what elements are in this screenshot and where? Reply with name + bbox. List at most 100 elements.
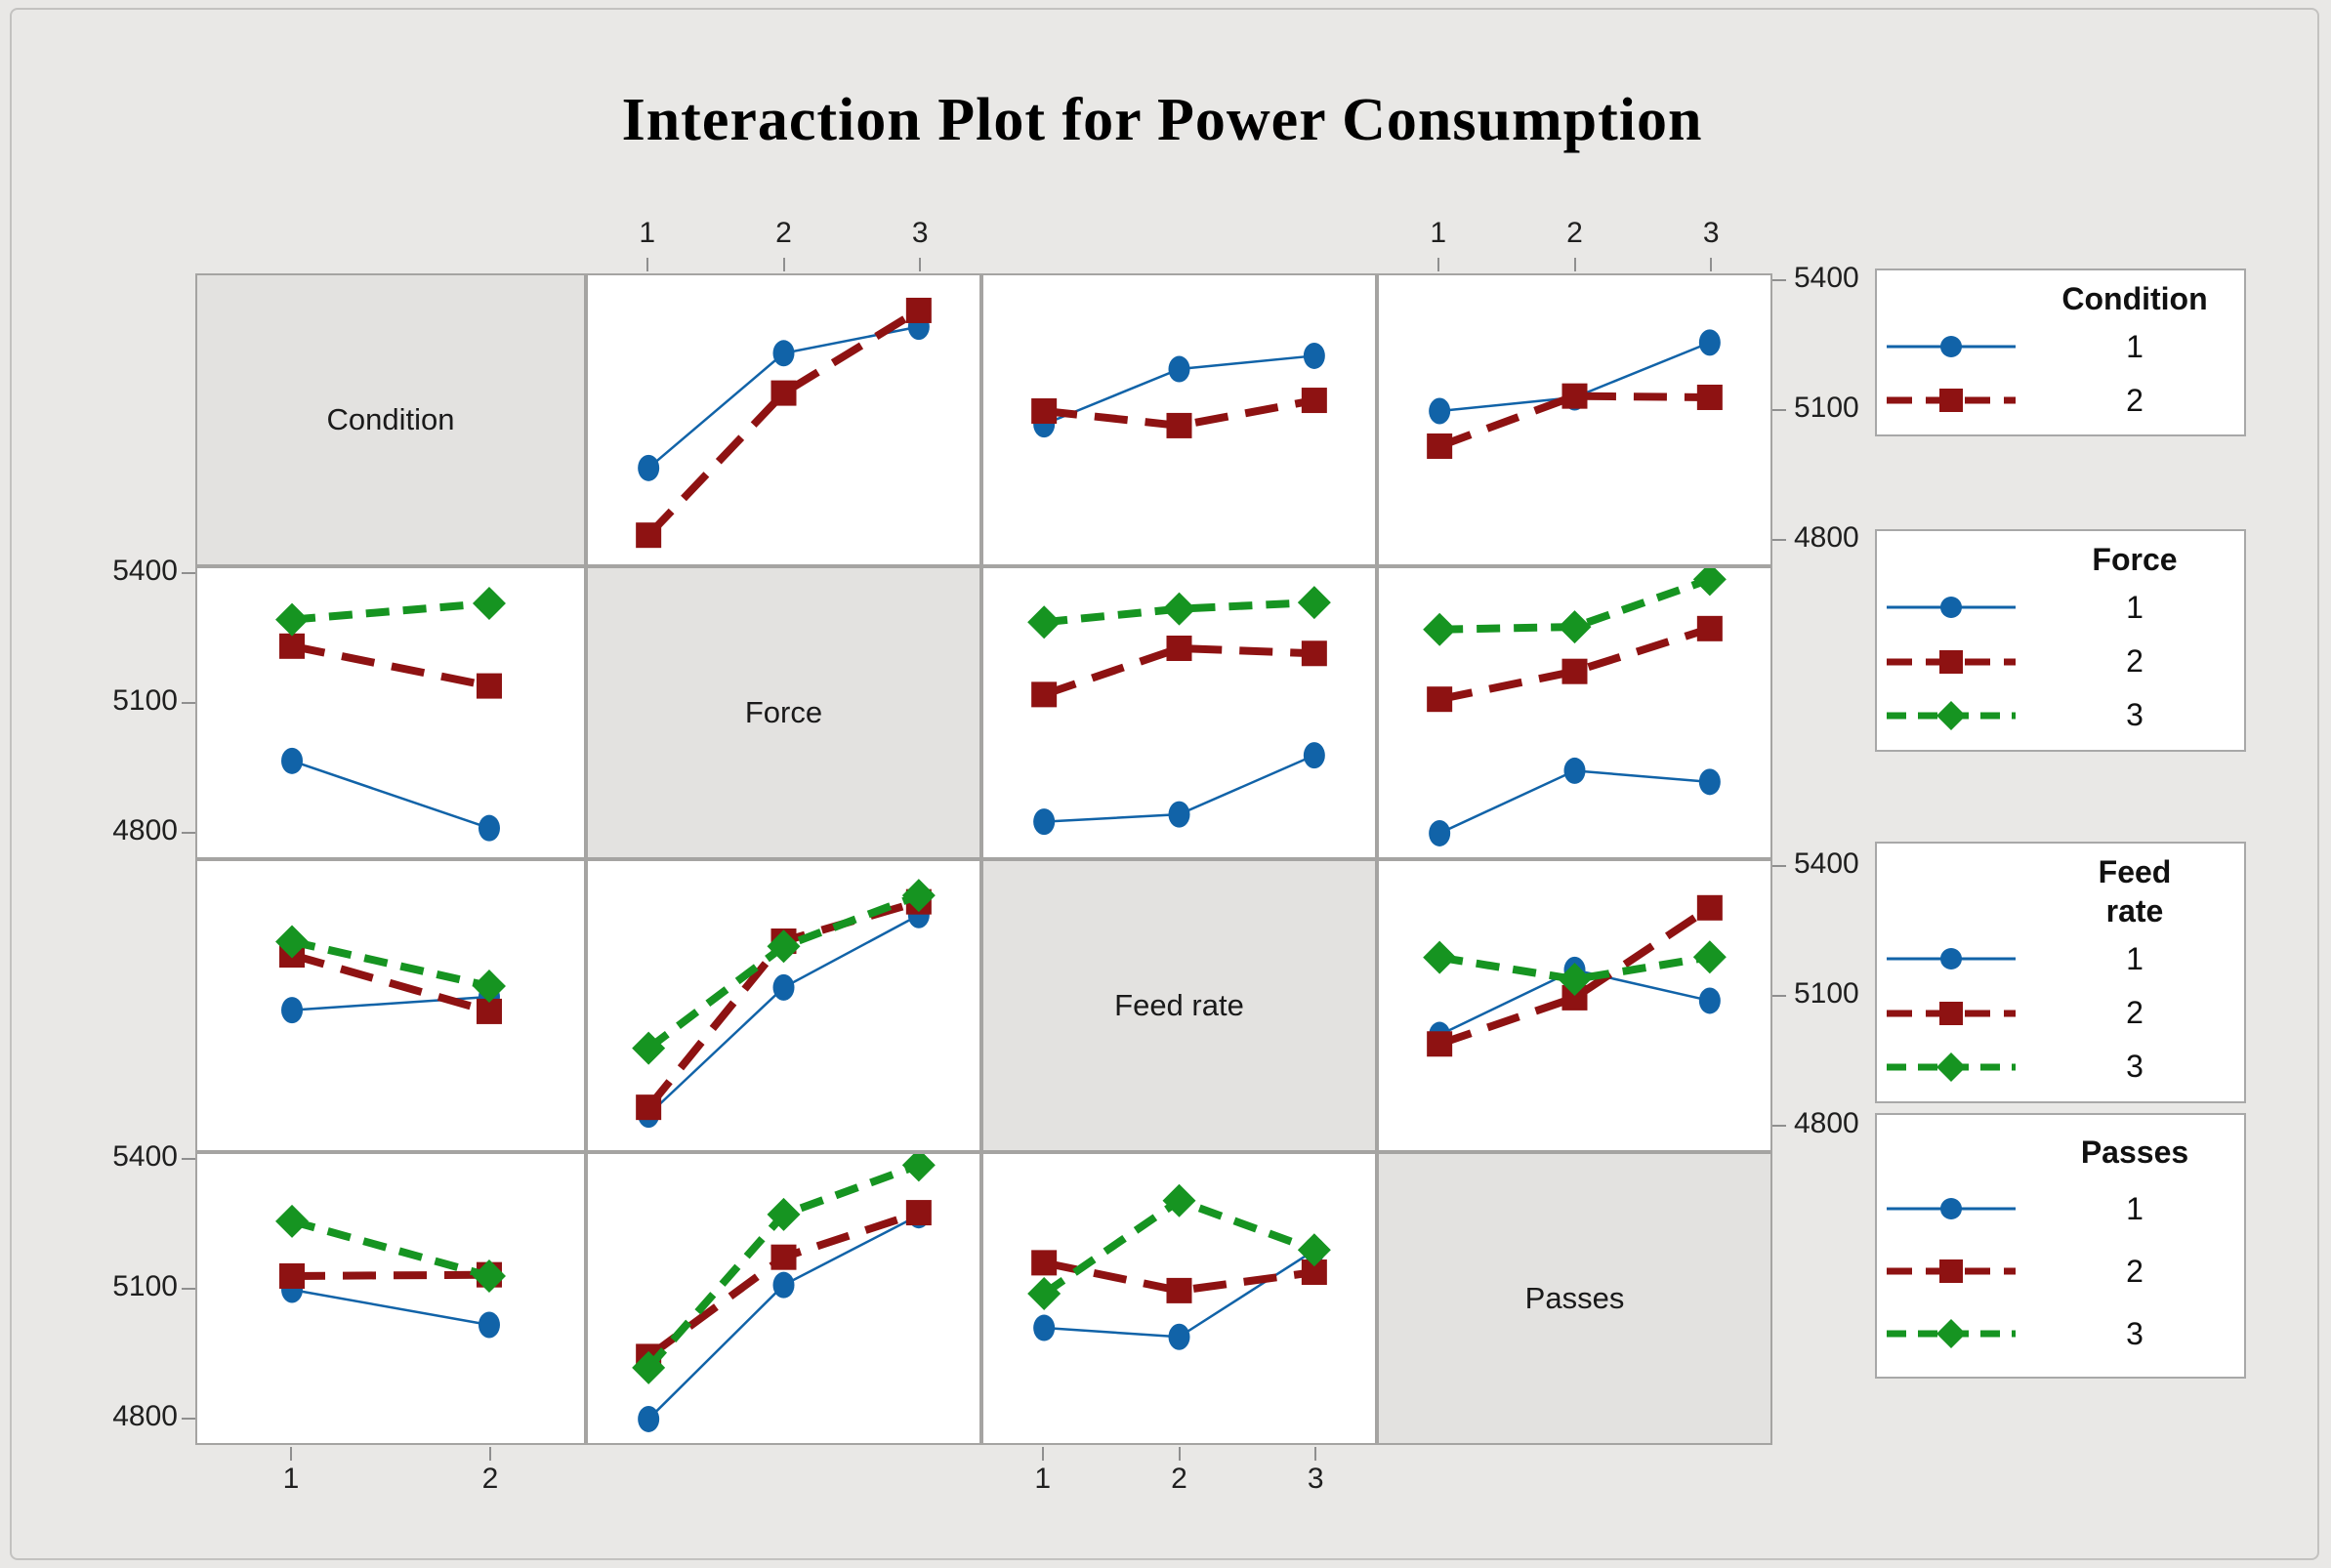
factor-label: Passes xyxy=(1524,1281,1625,1315)
series-line-level-2 xyxy=(1043,396,1315,430)
cell-force-x-condition xyxy=(195,566,586,859)
y-axis-right-label: 5100 xyxy=(1794,977,1859,1010)
legend-key xyxy=(1877,377,2025,424)
legend-key xyxy=(1877,1310,2025,1357)
diamond-marker xyxy=(1936,1052,1966,1082)
axis-tick xyxy=(1041,1447,1044,1461)
circle-marker xyxy=(638,454,660,481)
series-line-level-1 xyxy=(291,1288,490,1327)
legend-item-label: 2 xyxy=(2126,1253,2144,1289)
x-axis-bottom-label: 1 xyxy=(282,1463,300,1495)
axis-tick xyxy=(1772,278,1786,281)
square-marker xyxy=(1696,384,1723,410)
x-axis-bottom-label: 1 xyxy=(1034,1463,1052,1495)
y-axis-left-label: 5100 xyxy=(112,1270,178,1302)
diamond-marker xyxy=(1162,592,1196,626)
y-axis-right-label: 5400 xyxy=(1794,846,1859,880)
axis-tick xyxy=(290,1447,292,1461)
legend-title-line: rate xyxy=(2105,893,2164,929)
diamond-marker xyxy=(472,1259,506,1293)
square-marker xyxy=(1939,1259,1963,1283)
axis-tick xyxy=(1772,995,1786,997)
diamond-marker xyxy=(1692,940,1727,974)
legend-item-label: 2 xyxy=(2126,382,2144,418)
legend-key-graphic xyxy=(1887,1198,2016,1219)
legend-item-level-2: 2 xyxy=(1877,988,2244,1039)
axis-tick xyxy=(1314,1447,1317,1461)
square-marker xyxy=(1301,640,1327,667)
panel-plot xyxy=(275,586,506,842)
chart-title: Interaction Plot for Power Consumption xyxy=(621,87,1703,153)
circle-marker xyxy=(1940,948,1962,970)
cell-label-passes: Passes xyxy=(1377,1152,1772,1445)
legend-item-level-3: 3 xyxy=(1877,1042,2244,1093)
circle-marker xyxy=(1940,336,1962,357)
series-line-level-2 xyxy=(1042,643,1314,699)
series-line-level-3 xyxy=(1439,575,1712,634)
legend-force: Force 1 2 3 xyxy=(1875,529,2246,752)
y-axis-left-label: 5400 xyxy=(112,1139,178,1173)
legend-title: Force xyxy=(1877,540,2244,579)
cell-passes-x-feed-rate xyxy=(981,1152,1377,1445)
legend-item-level-1: 1 xyxy=(1877,321,2244,372)
square-marker xyxy=(905,1200,932,1226)
square-marker xyxy=(1166,412,1192,438)
series-line-level-3 xyxy=(291,598,490,624)
panel-plot xyxy=(636,297,932,549)
square-marker xyxy=(636,1094,662,1121)
legend-title-line: Feed xyxy=(2098,854,2172,890)
cell-condition-x-passes xyxy=(1377,273,1772,566)
panel-plot xyxy=(1423,894,1727,1057)
legend-title-line: Passes xyxy=(2080,1135,2189,1170)
axis-tick xyxy=(1573,258,1576,271)
circle-marker xyxy=(772,973,795,1001)
series-line-level-2 xyxy=(1043,1259,1315,1295)
circle-marker xyxy=(772,340,795,367)
legend-title: Passes xyxy=(1877,1133,2244,1172)
circle-marker xyxy=(1168,355,1190,383)
axis-tick xyxy=(1178,1447,1181,1461)
square-marker xyxy=(1696,894,1723,921)
diamond-marker xyxy=(1423,940,1457,974)
series-line-level-2 xyxy=(645,307,921,538)
legend-key xyxy=(1877,584,2025,631)
y-axis-left-label: 4800 xyxy=(112,1400,178,1433)
legend-item-level-1: 1 xyxy=(1877,933,2244,984)
factor-label: Condition xyxy=(326,402,455,436)
legend-key xyxy=(1877,323,2025,370)
legend-item-label: 2 xyxy=(2126,643,2144,680)
square-marker xyxy=(636,522,662,549)
square-marker xyxy=(279,1262,306,1289)
square-marker xyxy=(1301,388,1327,414)
circle-marker xyxy=(478,1311,500,1339)
legend-item-label: 3 xyxy=(2126,1315,2144,1351)
legend-key-graphic xyxy=(1887,700,2016,730)
cell-feed-rate-x-condition xyxy=(195,859,586,1152)
diamond-marker xyxy=(901,879,936,913)
x-axis-top-label: 1 xyxy=(1430,217,1447,249)
y-axis-left-label: 5100 xyxy=(112,684,178,717)
panel-plot xyxy=(1031,342,1327,438)
axis-tick xyxy=(182,702,195,704)
circle-marker xyxy=(1940,1198,1962,1219)
square-marker xyxy=(1427,686,1453,713)
diamond-marker xyxy=(1558,610,1592,644)
legend-title-line: Condition xyxy=(2061,281,2208,316)
legend-key-graphic xyxy=(1887,597,2016,619)
y-axis-right-label: 5400 xyxy=(1794,261,1859,294)
axis-tick xyxy=(1772,864,1786,867)
panel-plot xyxy=(275,1204,506,1339)
series-line-level-3 xyxy=(645,891,921,1052)
circle-marker xyxy=(1940,597,1962,619)
square-marker xyxy=(1427,1031,1453,1057)
square-marker xyxy=(1939,1001,1963,1025)
axis-tick xyxy=(182,832,195,835)
square-marker xyxy=(770,1244,797,1270)
square-marker xyxy=(1561,383,1588,409)
legend-key xyxy=(1877,990,2025,1037)
legend-key xyxy=(1877,1185,2025,1232)
x-axis-bottom-label: 3 xyxy=(1307,1463,1324,1495)
panel-plot xyxy=(1027,586,1331,836)
circle-marker xyxy=(1698,768,1721,796)
legend-key-graphic xyxy=(1887,389,2016,412)
